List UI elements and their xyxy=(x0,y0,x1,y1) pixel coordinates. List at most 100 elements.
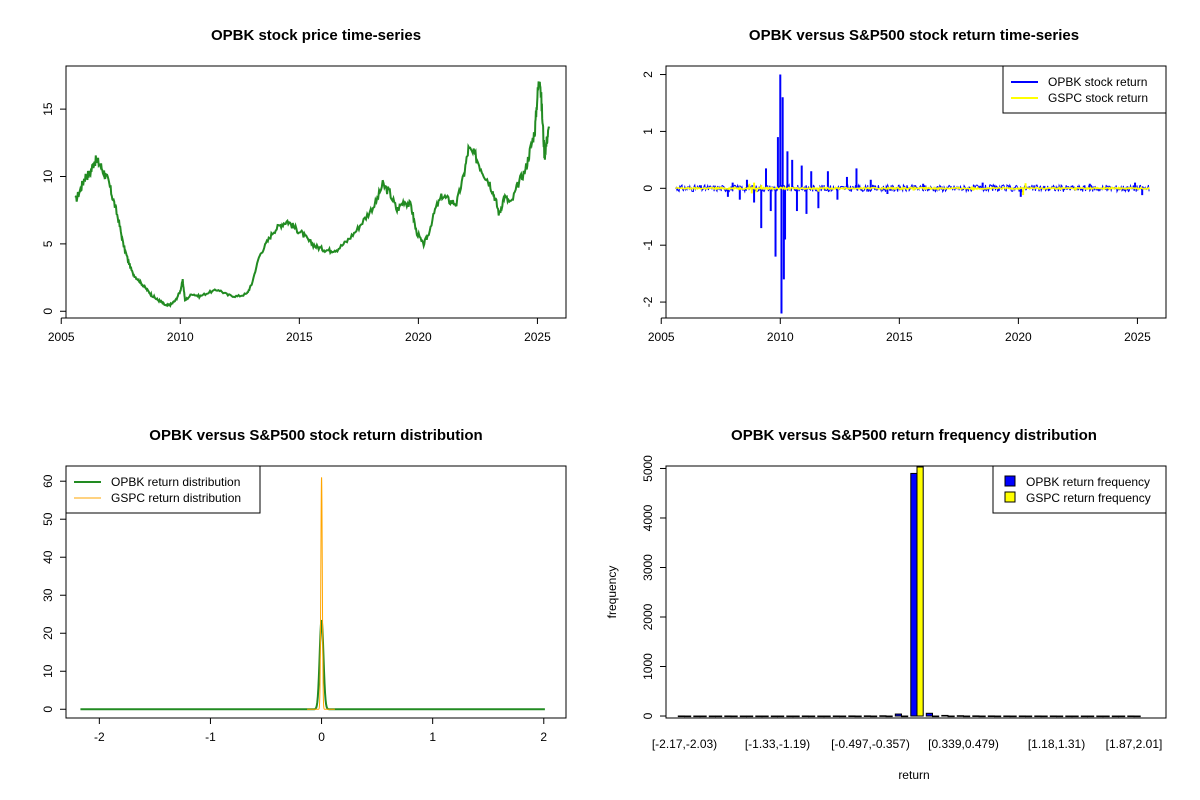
freq-bar-gspc xyxy=(715,715,723,718)
freq-bar-opbk xyxy=(1080,715,1089,718)
freq-legend-swatch-opbk xyxy=(1004,475,1016,487)
freq-bar-opbk xyxy=(1018,715,1026,718)
price-x-tick-label: 2025 xyxy=(524,330,551,344)
freq-bar-opbk xyxy=(925,712,933,717)
freq-bar-gspc xyxy=(1009,715,1017,718)
freq-bar-opbk xyxy=(770,715,778,718)
returns-y-tick-label: 1 xyxy=(641,128,655,135)
freq-x-axis-label: return xyxy=(898,768,929,782)
freq-y-tick-label: 0 xyxy=(641,712,655,719)
freq-bar-gspc xyxy=(963,715,971,718)
freq-bar-opbk xyxy=(724,715,732,718)
returns-x-tick-label: 2010 xyxy=(767,330,794,344)
returns-legend-box xyxy=(1002,65,1167,114)
freq-bar-opbk xyxy=(1096,715,1104,718)
density-y-tick-label: 50 xyxy=(41,512,55,526)
freq-bar-gspc xyxy=(994,715,1002,718)
freq-bar-opbk xyxy=(879,715,887,717)
freq-chart-title: OPBK versus S&P500 return frequency dist… xyxy=(731,427,1097,444)
price-x-tick-label: 2020 xyxy=(405,330,432,344)
freq-bar-gspc xyxy=(730,715,738,718)
returns-legend: OPBK stock return GSPC stock return xyxy=(1002,65,1167,114)
price-y-tick-label: 5 xyxy=(41,240,55,247)
freq-bar-opbk xyxy=(1111,715,1120,718)
freq-bar-opbk xyxy=(817,715,825,718)
returns-x-tick-label: 2020 xyxy=(1005,330,1032,344)
price-y-tick-label: 15 xyxy=(41,102,55,116)
returns-x-tick-label: 2025 xyxy=(1124,330,1151,344)
freq-x-tick-label: [1.87,2.01] xyxy=(1106,737,1163,751)
freq-bar-gspc xyxy=(1040,715,1048,718)
freq-bar-gspc xyxy=(1133,715,1141,718)
freq-bar-opbk xyxy=(1049,715,1058,718)
returns-x-tick-label: 2015 xyxy=(886,330,913,344)
freq-bar-gspc xyxy=(932,715,940,718)
freq-legend-box xyxy=(992,465,1167,514)
returns-chart-title: OPBK versus S&P500 stock return time-ser… xyxy=(749,27,1079,44)
freq-bar-gspc xyxy=(978,715,986,718)
freq-bar-gspc xyxy=(1087,715,1095,718)
freq-bar-opbk xyxy=(677,715,685,718)
returns-x-tick-label: 2005 xyxy=(648,330,675,344)
freq-x-tick-label: [1.18,1.31) xyxy=(1028,737,1085,751)
freq-bar-opbk xyxy=(1065,715,1073,718)
freq-y-tick-label: 4000 xyxy=(641,504,655,531)
density-x-tick-label: 1 xyxy=(429,730,436,744)
density-curve-opbk xyxy=(80,619,545,711)
freq-bar-gspc xyxy=(901,715,909,718)
returns-series-gspc-line xyxy=(675,185,1150,191)
returns-y-tick-label: -2 xyxy=(641,296,655,307)
freq-bar-gspc xyxy=(916,466,924,717)
density-x-tick-label: -1 xyxy=(205,730,216,744)
freq-bar-gspc xyxy=(947,715,955,718)
density-y-tick-label: 20 xyxy=(41,626,55,640)
density-y-tick-label: 10 xyxy=(41,664,55,678)
returns-series-gspc xyxy=(675,182,1150,196)
freq-bar-gspc xyxy=(746,715,754,718)
freq-legend-label-gspc: GSPC return frequency xyxy=(1026,491,1151,505)
returns-y-tick-label: -1 xyxy=(641,240,655,251)
returns-legend-label-opbk: OPBK stock return xyxy=(1048,75,1147,89)
freq-legend: OPBK return frequency GSPC return freque… xyxy=(992,465,1167,514)
freq-bar-gspc xyxy=(699,715,707,718)
freq-bar-opbk xyxy=(956,715,964,717)
density-y-tick-label: 60 xyxy=(41,474,55,488)
freq-y-tick-label: 2000 xyxy=(641,603,655,630)
freq-x-tick-label: [-0.497,-0.357) xyxy=(831,737,910,751)
density-legend-label-opbk: OPBK return distribution xyxy=(111,475,240,489)
freq-bar-gspc xyxy=(854,715,862,718)
freq-chart: 0 1000 2000 3000 4000 5000 [-2.17,-2.03) [-1.33… xyxy=(641,455,1162,751)
freq-x-tick-label: [0.339,0.479) xyxy=(928,737,999,751)
freq-bar-opbk xyxy=(786,715,794,718)
price-chart: 2005 2010 2015 2020 2025 0 5 10 15 xyxy=(41,81,551,344)
density-curve-gspc xyxy=(307,477,335,710)
price-chart-title: OPBK stock price time-series xyxy=(211,27,421,44)
density-chart-title: OPBK versus S&P500 stock return distribu… xyxy=(149,427,482,444)
freq-bar-opbk xyxy=(894,713,902,717)
returns-y-tick-label: 0 xyxy=(641,185,655,192)
freq-bar-opbk xyxy=(987,715,995,718)
freq-bar-gspc xyxy=(684,715,692,718)
price-y-tick-label: 10 xyxy=(41,170,55,184)
freq-y-tick-label: 3000 xyxy=(641,554,655,581)
freq-bar-gspc xyxy=(839,715,847,718)
freq-y-axis-label: frequency xyxy=(605,566,619,619)
freq-bar-gspc xyxy=(777,715,785,718)
freq-bar-gspc xyxy=(808,715,816,718)
density-y-tick-label: 40 xyxy=(41,550,55,564)
freq-bar-opbk xyxy=(863,715,871,717)
density-x-tick-label: 0 xyxy=(318,730,325,744)
freq-bar-opbk xyxy=(1127,715,1135,718)
freq-bar-opbk xyxy=(910,472,918,717)
density-y-tick-label: 0 xyxy=(41,706,55,713)
freq-bar-gspc xyxy=(1102,715,1110,718)
freq-x-tick-label: [-2.17,-2.03) xyxy=(652,737,717,751)
freq-bar-opbk xyxy=(972,715,980,717)
freq-bar-opbk xyxy=(708,715,716,718)
freq-bar-opbk xyxy=(941,714,949,717)
density-legend: OPBK return distribution GSPC return dis… xyxy=(65,465,261,514)
price-series-line xyxy=(74,81,551,308)
density-x-tick-label: 2 xyxy=(540,730,547,744)
density-x-tick-label: -2 xyxy=(94,730,105,744)
